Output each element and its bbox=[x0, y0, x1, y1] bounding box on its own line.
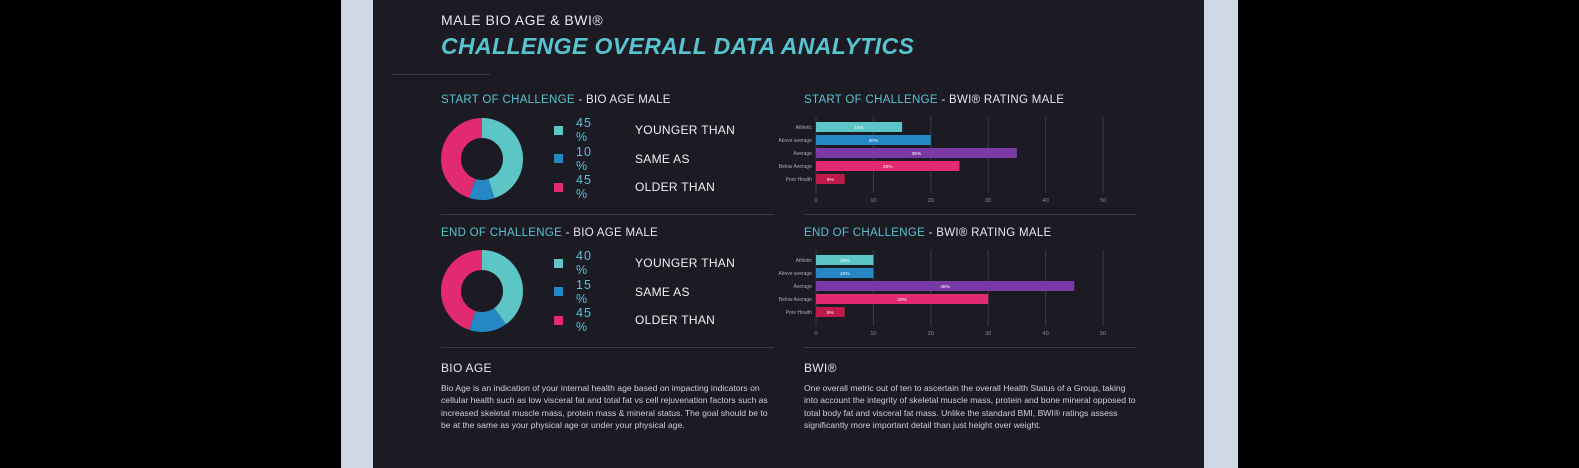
bar-poor-health bbox=[816, 307, 845, 317]
x-tick-label: 50 bbox=[1100, 198, 1106, 204]
legend-swatch bbox=[554, 287, 563, 296]
bar-poor-health bbox=[816, 174, 845, 184]
bar-below-average bbox=[816, 294, 989, 304]
legend-label: OLDER THAN bbox=[635, 313, 716, 327]
section-divider bbox=[804, 347, 1137, 348]
page-title: CHALLENGE OVERALL DATA ANALYTICS bbox=[441, 33, 915, 59]
bar-above-average bbox=[816, 135, 931, 145]
bar-average bbox=[816, 281, 1075, 291]
category-label: Athletic bbox=[796, 258, 813, 264]
legend-percent: 10 % bbox=[576, 144, 592, 173]
bar-value-label: 45% bbox=[940, 284, 950, 290]
legend-label: SAME AS bbox=[635, 151, 690, 166]
bwi-heading: BWI® bbox=[804, 361, 837, 375]
x-tick-label: 0 bbox=[814, 331, 817, 337]
bar-value-label: 5% bbox=[827, 310, 835, 316]
section-title-accent: START OF CHALLENGE bbox=[441, 94, 575, 106]
x-tick-label: 40 bbox=[1043, 198, 1049, 204]
section-title-rest: - BWI® RATING MALE bbox=[937, 94, 1065, 106]
donut-slice-same-as bbox=[441, 118, 523, 200]
section-title-accent: END OF CHALLENGE bbox=[441, 227, 563, 239]
legend-percent: 15 % bbox=[576, 277, 592, 306]
category-label: Below Average bbox=[779, 164, 812, 170]
bio-age-start-title: START OF CHALLENGE - BIO AGE MALE bbox=[441, 94, 671, 106]
bio-age-heading: BIO AGE bbox=[441, 361, 492, 375]
legend-label: YOUNGER THAN bbox=[635, 123, 736, 137]
legend-label: OLDER THAN bbox=[635, 180, 716, 194]
bio-age-end-donut bbox=[441, 250, 523, 332]
bar-value-label: 5% bbox=[827, 177, 835, 183]
bio-age-description: Bio Age is an indication of your interna… bbox=[441, 383, 768, 431]
legend-swatch bbox=[554, 258, 563, 268]
legend-row: 15 % SAME AS bbox=[554, 278, 689, 306]
legend-row: 45 % YOUNGER THAN bbox=[554, 116, 735, 144]
legend-percent: 45 % bbox=[576, 116, 592, 144]
legend-percent: 40 % bbox=[576, 249, 592, 277]
title-divider bbox=[392, 74, 490, 75]
legend-label: SAME AS bbox=[635, 284, 690, 299]
category-label: Average bbox=[793, 284, 812, 290]
donut-slice-same-as bbox=[441, 250, 523, 332]
x-tick-label: 10 bbox=[870, 198, 876, 204]
bar-value-label: 30% bbox=[897, 297, 907, 303]
bwi-start-title: START OF CHALLENGE - BWI® RATING MALE bbox=[804, 94, 1064, 106]
legend-percent: 45 % bbox=[576, 306, 592, 334]
legend-swatch bbox=[554, 315, 563, 325]
bwi-description: One overall metric out of ten to ascerta… bbox=[804, 383, 1136, 431]
bar-average bbox=[816, 148, 1017, 158]
bar-value-label: 20% bbox=[869, 138, 879, 144]
bwi-start-bar-chart: 0 10 20 30 40 50 Athletic 15% Above average 20% Av… bbox=[778, 117, 1106, 204]
section-divider bbox=[804, 214, 1137, 215]
section-divider bbox=[441, 347, 774, 348]
category-label: Poor Health bbox=[786, 310, 813, 316]
legend-percent: 45 % bbox=[576, 173, 592, 201]
x-tick-label: 10 bbox=[870, 331, 876, 337]
legend-row: 10 % SAME AS bbox=[554, 145, 689, 173]
bar-value-label: 10% bbox=[840, 271, 850, 277]
x-tick-label: 50 bbox=[1100, 331, 1106, 337]
bar-athletic bbox=[816, 122, 903, 132]
bar-value-label: 35% bbox=[912, 151, 922, 157]
bar-value-label: 10% bbox=[840, 258, 850, 264]
bar-above-average bbox=[816, 268, 874, 278]
bar-value-label: 25% bbox=[883, 164, 893, 170]
section-divider bbox=[441, 214, 774, 215]
category-label: Poor Health bbox=[786, 177, 813, 183]
infographic-panel: MALE BIO AGE & BWI® CHALLENGE OVERALL DA… bbox=[373, 0, 1204, 468]
bwi-end-bar-chart: 0 10 20 30 40 50 Athletic 10% Above average 10% Av… bbox=[778, 250, 1106, 337]
section-title-accent: START OF CHALLENGE bbox=[804, 94, 938, 106]
category-label: Athletic bbox=[796, 125, 813, 131]
bio-age-start-donut bbox=[441, 118, 523, 200]
legend-label: YOUNGER THAN bbox=[635, 256, 736, 270]
legend-row: 45 % OLDER THAN bbox=[554, 306, 715, 334]
bio-age-end-title: END OF CHALLENGE - BIO AGE MALE bbox=[441, 227, 658, 239]
bwi-end-title: END OF CHALLENGE - BWI® RATING MALE bbox=[804, 227, 1052, 239]
category-label: Average bbox=[793, 151, 812, 157]
bar-athletic bbox=[816, 255, 874, 265]
bar-value-label: 15% bbox=[854, 125, 864, 131]
report-kicker: MALE BIO AGE & BWI® bbox=[441, 12, 604, 28]
donut-slice-older-than bbox=[441, 250, 523, 332]
category-label: Below Average bbox=[779, 297, 812, 303]
legend-swatch bbox=[554, 182, 563, 192]
section-title-accent: END OF CHALLENGE bbox=[804, 227, 926, 239]
x-tick-label: 40 bbox=[1043, 331, 1049, 337]
legend-row: 45 % OLDER THAN bbox=[554, 173, 715, 201]
legend-swatch bbox=[554, 125, 563, 135]
legend-row: 40 % YOUNGER THAN bbox=[554, 249, 735, 277]
x-tick-label: 30 bbox=[985, 331, 991, 337]
x-tick-label: 30 bbox=[985, 198, 991, 204]
category-label: Above average bbox=[778, 271, 812, 277]
legend-swatch bbox=[554, 154, 563, 163]
x-tick-label: 20 bbox=[928, 331, 934, 337]
section-title-rest: - BWI® RATING MALE bbox=[925, 227, 1052, 239]
category-label: Above average bbox=[778, 138, 812, 144]
x-tick-label: 0 bbox=[814, 198, 817, 204]
donut-slice-older-than bbox=[441, 118, 523, 200]
section-title-rest: - BIO AGE MALE bbox=[574, 94, 671, 106]
section-title-rest: - BIO AGE MALE bbox=[562, 227, 658, 239]
bar-below-average bbox=[816, 161, 960, 171]
x-tick-label: 20 bbox=[928, 198, 934, 204]
